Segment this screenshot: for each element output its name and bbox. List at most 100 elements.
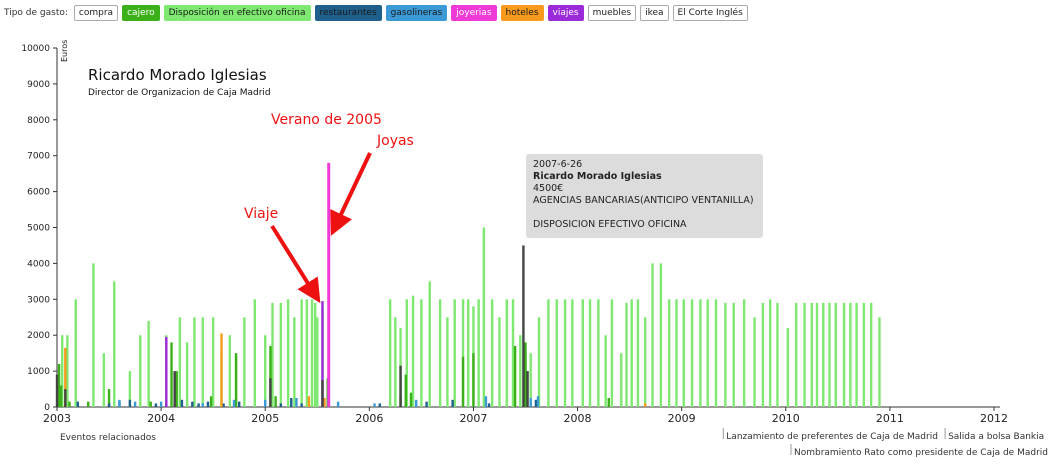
- bar: [113, 281, 116, 407]
- event-label: Lanzamiento de preferentes de Caja de Ma…: [726, 432, 938, 442]
- bar: [388, 299, 392, 407]
- bar: [87, 401, 90, 407]
- bar: [699, 299, 702, 407]
- bar: [180, 399, 184, 407]
- bar: [64, 347, 67, 407]
- bar: [159, 401, 163, 407]
- bar: [170, 342, 173, 407]
- bar: [644, 317, 647, 407]
- x-tick-label: 2010: [772, 412, 800, 425]
- bar: [228, 335, 232, 407]
- bar: [264, 335, 267, 407]
- bar: [107, 403, 111, 407]
- bar: [869, 302, 873, 407]
- bar: [625, 302, 628, 407]
- bar: [761, 302, 765, 407]
- tooltip-concept: AGENCIAS BANCARIAS(ANTICIPO VENTANILLA): [533, 195, 754, 206]
- bar: [420, 299, 423, 407]
- filter-button-1[interactable]: cajero: [122, 5, 160, 21]
- filter-button-4[interactable]: gasolineras: [385, 5, 448, 21]
- bar: [209, 396, 213, 407]
- filter-button-6[interactable]: hoteles: [500, 5, 544, 21]
- bar: [211, 317, 215, 407]
- bar: [714, 299, 718, 407]
- bar: [803, 302, 806, 407]
- bar: [428, 281, 431, 407]
- bar: [305, 299, 309, 407]
- filter-button-3[interactable]: restaurantes: [314, 5, 382, 21]
- bar: [484, 396, 488, 407]
- filter-button-7[interactable]: viajes: [547, 5, 584, 21]
- bar: [498, 317, 501, 407]
- bar: [201, 317, 204, 407]
- bar: [604, 335, 607, 407]
- bar: [467, 299, 470, 407]
- y-tick-label: 7000: [27, 152, 50, 162]
- bar: [64, 389, 67, 407]
- x-tick-label: 2003: [43, 412, 71, 425]
- bar: [472, 353, 475, 407]
- bar: [659, 263, 663, 407]
- bar: [193, 317, 196, 407]
- person-name: Ricardo Morado Iglesias: [88, 66, 267, 84]
- bar: [855, 302, 858, 407]
- filter-button-0[interactable]: compra: [73, 5, 119, 21]
- bar: [59, 385, 63, 407]
- annotation-trip: Viaje: [244, 206, 278, 222]
- bar: [243, 317, 246, 407]
- bar: [425, 401, 428, 407]
- bar: [279, 302, 283, 407]
- bar: [185, 342, 189, 407]
- bar: [451, 399, 454, 407]
- filter-button-8[interactable]: muebles: [587, 5, 637, 21]
- bar: [300, 299, 303, 407]
- filter-button-9[interactable]: ikea: [640, 5, 669, 21]
- bar: [505, 299, 508, 407]
- bar: [373, 403, 376, 407]
- bar: [57, 363, 61, 407]
- x-tick-label: 2009: [668, 412, 696, 425]
- bar: [279, 403, 283, 407]
- bar: [323, 398, 326, 407]
- bar: [768, 299, 772, 407]
- filter-button-5[interactable]: joyerias: [451, 5, 497, 21]
- bar: [222, 403, 225, 407]
- y-axis-label: Euros: [60, 40, 69, 62]
- bar: [536, 396, 540, 407]
- annotation-jewels: Joyas: [376, 133, 414, 149]
- bar: [776, 302, 779, 407]
- y-tick-label: 5000: [27, 224, 50, 234]
- x-tick-label: 2005: [251, 412, 279, 425]
- bar: [753, 317, 756, 407]
- bar: [147, 320, 150, 407]
- bar: [524, 342, 527, 407]
- annotations-layer: Verano de 2005 Joyas Viaje: [244, 112, 414, 304]
- filter-button-2[interactable]: Disposición en efectivo oficina: [163, 5, 311, 21]
- bar: [438, 299, 442, 407]
- bar: [732, 302, 735, 407]
- bar: [178, 317, 182, 407]
- filter-button-10[interactable]: El Corte Inglés: [672, 5, 748, 21]
- bar: [264, 399, 267, 407]
- bar: [237, 401, 241, 407]
- bar: [519, 335, 522, 407]
- tooltip-date: 2007-6-26: [533, 159, 583, 170]
- bar: [271, 302, 274, 407]
- bar: [511, 299, 515, 407]
- tooltip-name: Ricardo Morado Iglesias: [533, 171, 662, 182]
- bar: [128, 399, 132, 407]
- bar: [102, 353, 106, 407]
- bar: [409, 392, 413, 407]
- filter-bar: Tipo de gasto: compra cajero Disposición e…: [4, 4, 748, 22]
- bar: [66, 335, 69, 407]
- bar: [849, 302, 852, 407]
- bar: [274, 396, 277, 407]
- bar: [55, 374, 59, 407]
- bar: [321, 301, 324, 407]
- bar: [786, 328, 790, 407]
- person-role: Director de Organizacion de Caja Madrid: [88, 88, 271, 98]
- bar: [537, 317, 541, 407]
- y-tick-label: 4000: [27, 259, 50, 269]
- bar: [307, 396, 311, 407]
